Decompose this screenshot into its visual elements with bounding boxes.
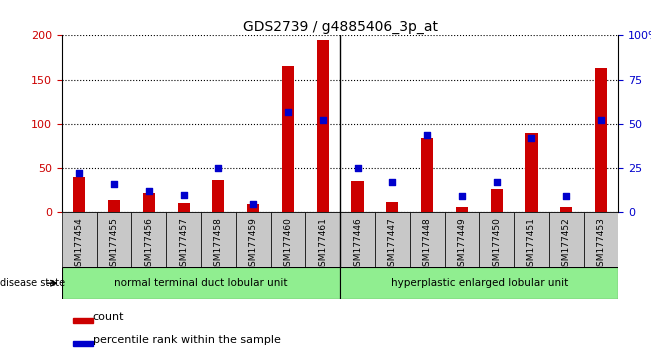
Bar [549, 212, 584, 267]
Point [109, 181, 119, 187]
Point [492, 179, 502, 185]
Text: count: count [92, 312, 124, 322]
Bar [73, 318, 92, 323]
Text: GSM177448: GSM177448 [422, 217, 432, 272]
Text: GSM177456: GSM177456 [145, 217, 154, 272]
Point [526, 135, 536, 141]
Bar [271, 212, 305, 267]
Point [596, 118, 606, 123]
Text: GSM177452: GSM177452 [562, 217, 571, 272]
Text: GSM177446: GSM177446 [353, 217, 362, 272]
Bar [525, 133, 538, 212]
Text: disease state: disease state [0, 278, 65, 288]
Point [422, 132, 432, 137]
Bar [73, 341, 92, 346]
Title: GDS2739 / g4885406_3p_at: GDS2739 / g4885406_3p_at [243, 21, 437, 34]
Point [387, 179, 398, 185]
Bar [375, 212, 409, 267]
Text: GSM177447: GSM177447 [388, 217, 397, 272]
Bar [491, 188, 503, 212]
Bar [236, 212, 271, 267]
Bar [560, 207, 572, 212]
Text: hyperplastic enlarged lobular unit: hyperplastic enlarged lobular unit [391, 278, 568, 288]
Text: GSM177453: GSM177453 [596, 217, 605, 272]
Point [352, 165, 363, 171]
Point [74, 171, 85, 176]
Bar [421, 138, 433, 212]
Point [213, 165, 223, 171]
Bar [73, 177, 85, 212]
Bar [584, 212, 618, 267]
Bar [340, 267, 618, 299]
Bar [386, 202, 398, 212]
Text: GSM177454: GSM177454 [75, 217, 84, 272]
Bar [282, 67, 294, 212]
Bar [201, 212, 236, 267]
Bar [178, 202, 189, 212]
Bar [62, 212, 96, 267]
Bar [316, 40, 329, 212]
Text: percentile rank within the sample: percentile rank within the sample [92, 335, 281, 346]
Bar [479, 212, 514, 267]
Bar [445, 212, 479, 267]
Point [318, 118, 328, 123]
Point [457, 194, 467, 199]
Text: GSM177451: GSM177451 [527, 217, 536, 272]
Text: GSM177450: GSM177450 [492, 217, 501, 272]
Bar [143, 193, 155, 212]
Point [248, 201, 258, 206]
Bar [305, 212, 340, 267]
Bar [166, 212, 201, 267]
Text: GSM177458: GSM177458 [214, 217, 223, 272]
Bar [132, 212, 166, 267]
Bar [340, 212, 375, 267]
Bar [96, 212, 132, 267]
Point [178, 192, 189, 198]
Bar [352, 181, 364, 212]
Point [283, 109, 293, 114]
Bar [108, 200, 120, 212]
Point [144, 188, 154, 194]
Text: GSM177457: GSM177457 [179, 217, 188, 272]
Bar [514, 212, 549, 267]
Text: GSM177460: GSM177460 [283, 217, 292, 272]
Bar [62, 267, 340, 299]
Text: GSM177461: GSM177461 [318, 217, 327, 272]
Bar [595, 68, 607, 212]
Bar [409, 212, 445, 267]
Bar [247, 204, 259, 212]
Bar [212, 180, 225, 212]
Point [561, 194, 572, 199]
Text: normal terminal duct lobular unit: normal terminal duct lobular unit [114, 278, 288, 288]
Text: GSM177459: GSM177459 [249, 217, 258, 272]
Text: GSM177449: GSM177449 [458, 217, 466, 272]
Text: GSM177455: GSM177455 [109, 217, 118, 272]
Bar [456, 207, 468, 212]
